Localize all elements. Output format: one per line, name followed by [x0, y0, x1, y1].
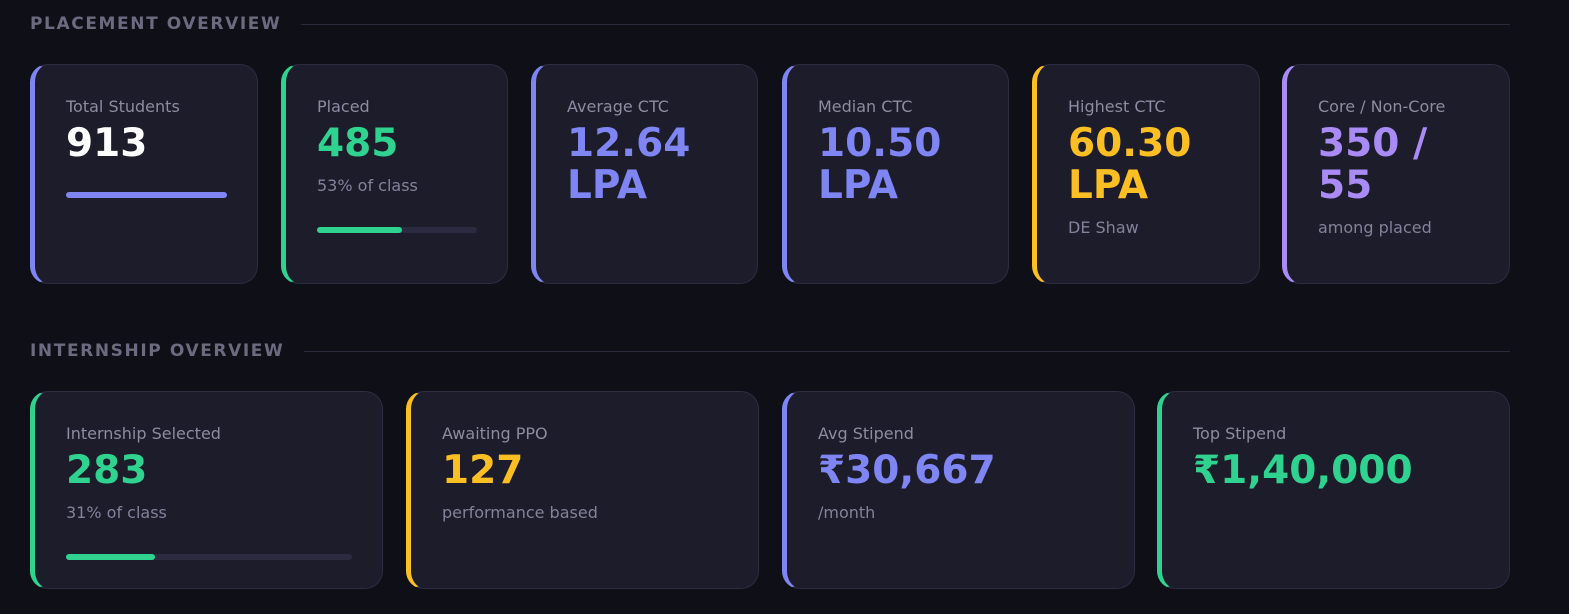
internship-selected-card: Internship Selected 283 31% of class — [30, 391, 383, 589]
placement-section-title: PLACEMENT OVERVIEW — [30, 14, 282, 34]
progress-bar-fill — [66, 554, 155, 560]
card-subtext: performance based — [442, 503, 598, 522]
card-subtext: among placed — [1318, 218, 1432, 237]
card-label: Avg Stipend — [818, 424, 914, 443]
section-divider — [301, 23, 1510, 25]
card-value: 283 — [66, 448, 148, 493]
progress-bar-fill — [66, 192, 227, 198]
card-value: 12.64 LPA — [567, 121, 691, 208]
card-value: 485 — [317, 121, 399, 166]
card-label: Highest CTC — [1068, 97, 1166, 116]
card-label: Top Stipend — [1193, 424, 1287, 443]
card-subtext: DE Shaw — [1068, 218, 1139, 237]
card-label: Internship Selected — [66, 424, 221, 443]
card-value: 60.30 LPA — [1068, 121, 1192, 208]
card-label: Total Students — [66, 97, 180, 116]
avg-stipend-card: Avg Stipend ₹30,667 /month — [782, 391, 1135, 589]
card-label: Median CTC — [818, 97, 913, 116]
highest-ctc-card: Highest CTC 60.30 LPA DE Shaw — [1032, 64, 1260, 284]
card-subtext: /month — [818, 503, 876, 522]
card-value: 127 — [442, 448, 524, 493]
card-value: 10.50 LPA — [818, 121, 942, 208]
progress-bar — [317, 227, 477, 233]
internship-section-header: INTERNSHIP OVERVIEW — [30, 341, 1510, 361]
card-subtext: 31% of class — [66, 503, 167, 522]
progress-bar — [66, 554, 352, 560]
progress-bar-fill — [317, 227, 402, 233]
average-ctc-card: Average CTC 12.64 LPA — [531, 64, 758, 284]
placement-section-header: PLACEMENT OVERVIEW — [30, 14, 1510, 34]
card-label: Core / Non-Core — [1318, 97, 1446, 116]
total-students-card: Total Students 913 — [30, 64, 258, 284]
card-value: ₹1,40,000 — [1193, 448, 1413, 493]
median-ctc-card: Median CTC 10.50 LPA — [782, 64, 1009, 284]
card-value: 913 — [66, 121, 148, 166]
section-divider — [304, 350, 1510, 352]
placed-card: Placed 485 53% of class — [281, 64, 508, 284]
card-label: Placed — [317, 97, 370, 116]
progress-bar — [66, 192, 227, 198]
card-label: Awaiting PPO — [442, 424, 548, 443]
core-noncore-card: Core / Non-Core 350 / 55 among placed — [1282, 64, 1510, 284]
card-label: Average CTC — [567, 97, 669, 116]
internship-section-title: INTERNSHIP OVERVIEW — [30, 341, 285, 361]
card-subtext: 53% of class — [317, 176, 418, 195]
awaiting-ppo-card: Awaiting PPO 127 performance based — [406, 391, 759, 589]
card-value: ₹30,667 — [818, 448, 996, 493]
top-stipend-card: Top Stipend ₹1,40,000 — [1157, 391, 1510, 589]
card-value: 350 / 55 — [1318, 121, 1428, 208]
